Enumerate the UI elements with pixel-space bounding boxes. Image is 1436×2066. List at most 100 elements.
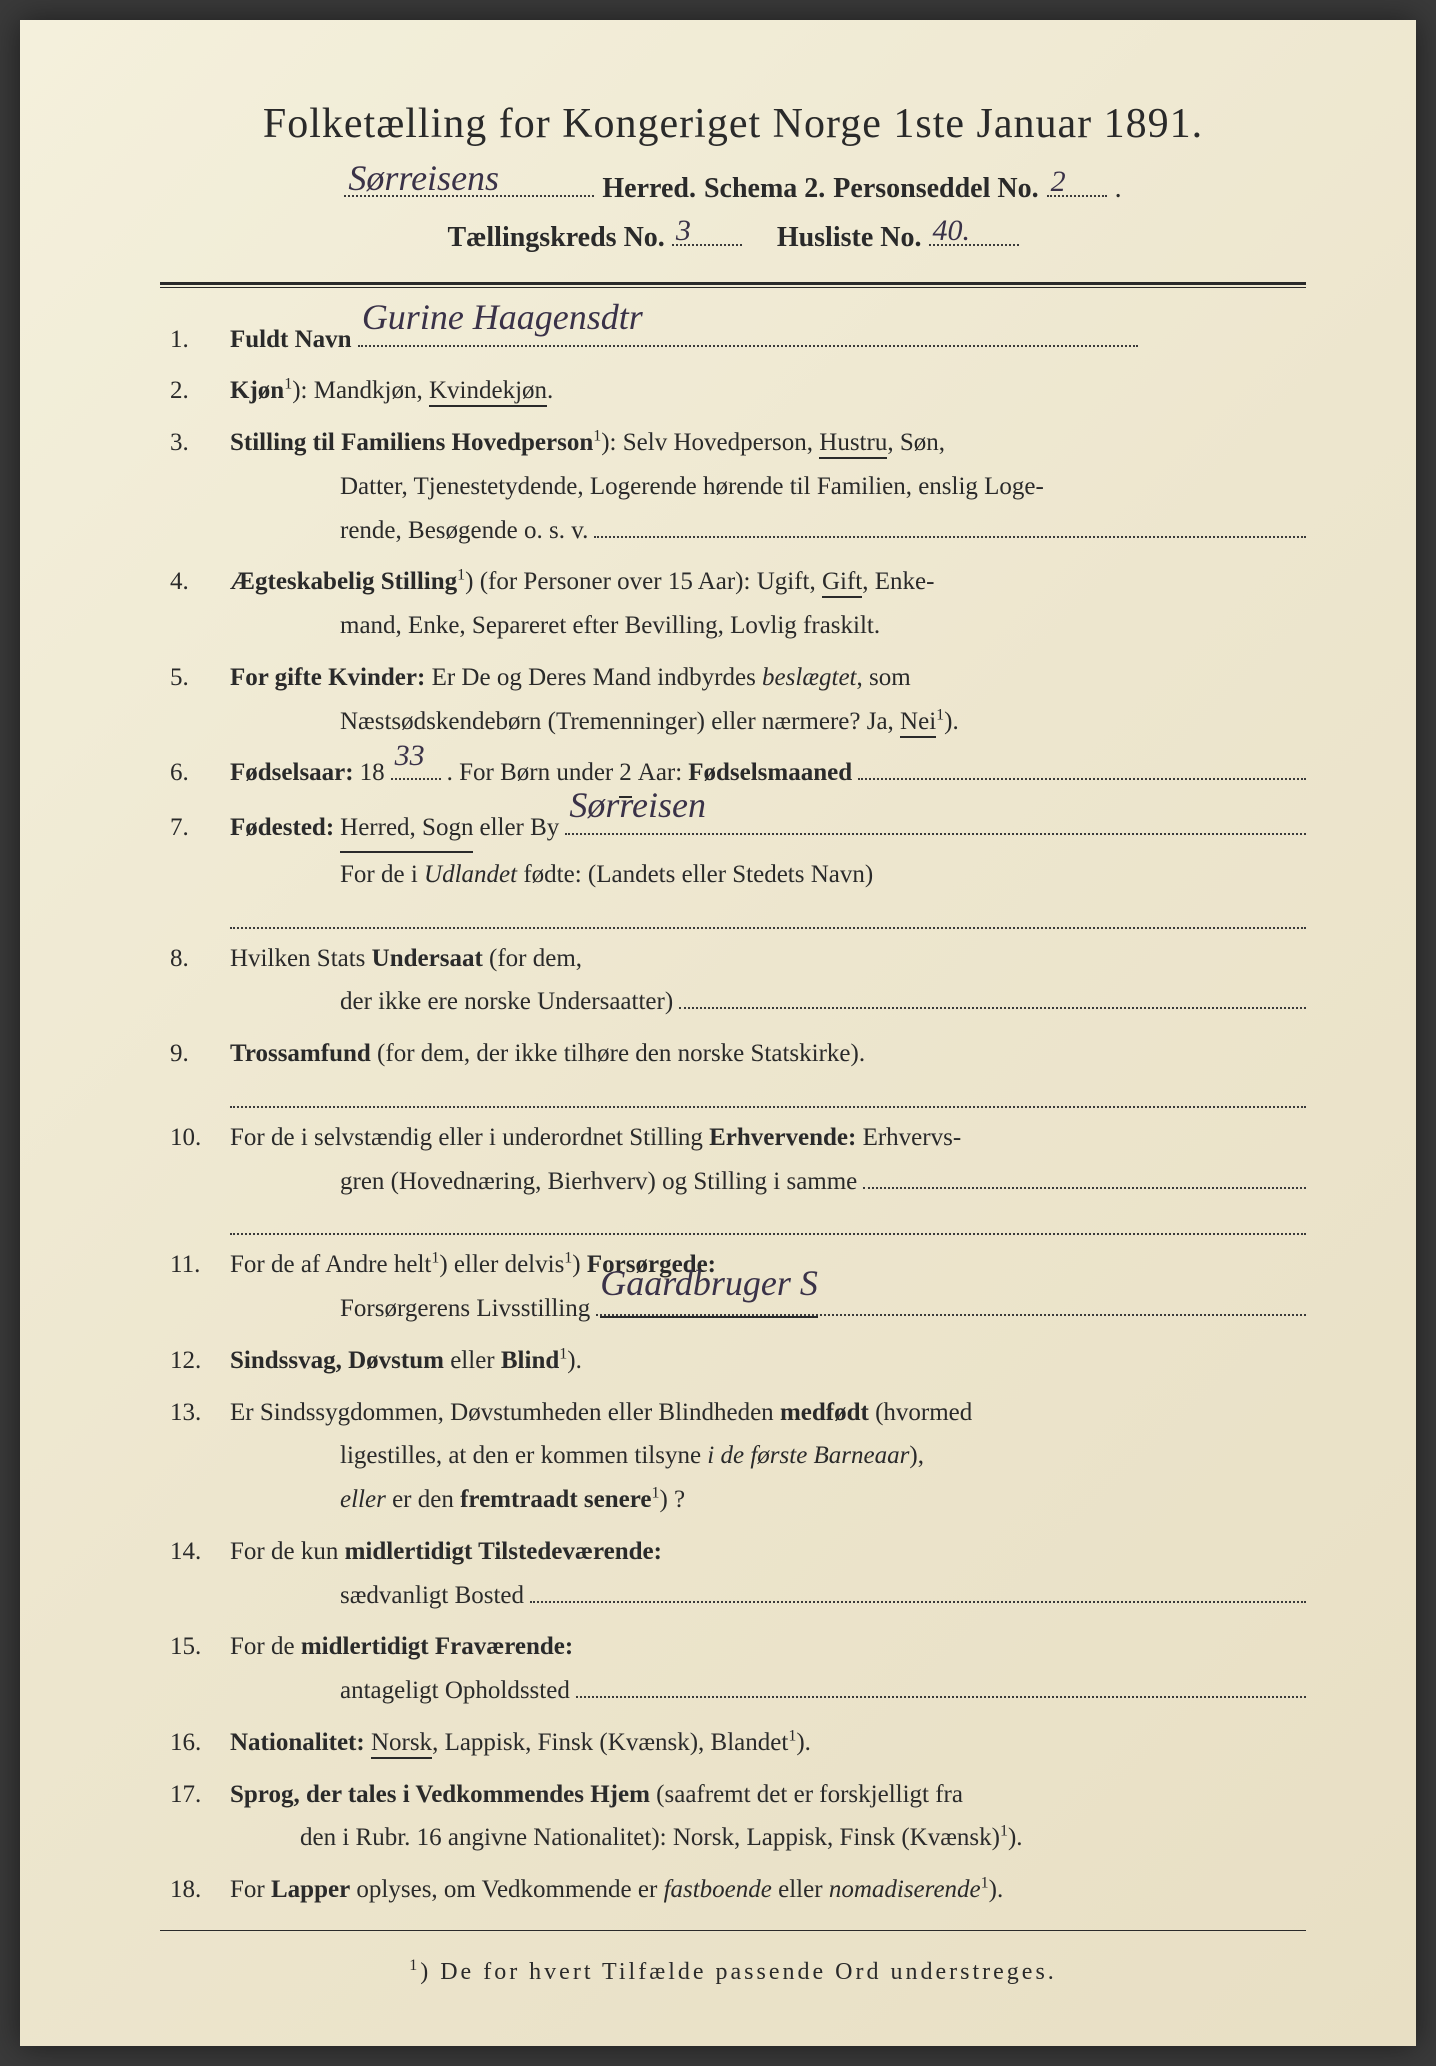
f15-bold: midlertidigt Fraværende:	[301, 1633, 573, 1660]
f10-dotline	[230, 1233, 1306, 1235]
f11-l1c: )	[572, 1251, 587, 1278]
f3-l2: Datter, Tjenestetydende, Logerende høren…	[230, 465, 1306, 509]
personseddel-label: Personseddel No.	[833, 173, 1038, 205]
header-row-1: Sørreisens Herred. Schema 2. Personsedde…	[160, 166, 1306, 205]
field-1-name: Fuldt Navn Gurine Haagensdtr	[160, 318, 1306, 362]
f14-l2row: sædvanligt Bosted	[230, 1574, 1306, 1618]
kreds-label: Tællingskreds No.	[447, 222, 664, 253]
herred-field: Sørreisens	[344, 166, 594, 197]
f3-l1b: , Søn,	[887, 429, 945, 456]
f17-sup: 1	[1000, 1823, 1008, 1840]
f13-it: i de første Barneaar	[707, 1442, 909, 1469]
f15-l1a: For de	[230, 1633, 301, 1660]
f13-end: ) ?	[659, 1486, 685, 1513]
field-11-provider: For de af Andre helt1) eller delvis1) Fo…	[160, 1243, 1306, 1331]
f14-dotfill	[530, 1575, 1306, 1603]
f1-label: Fuldt Navn	[230, 326, 352, 353]
f13-l2b: ),	[909, 1442, 924, 1469]
husliste-field: 40.	[929, 215, 1019, 246]
f2-end: .	[547, 377, 553, 404]
f3-l3: rende, Besøgende o. s. v.	[340, 509, 588, 553]
field-13-congenital: Er Sindssygdommen, Døvstumheden eller Bl…	[160, 1391, 1306, 1522]
field-9-religion: Trossamfund (for dem, der ikke tilhøre d…	[160, 1032, 1306, 1108]
f12-mid: eller	[444, 1347, 501, 1374]
f12-b1: Sindssvag, Døvstum	[230, 1347, 444, 1374]
f4-l1a: ) (for Personer over 15 Aar): Ugift,	[465, 568, 822, 595]
f7-value: Sørreisen	[569, 774, 706, 837]
f12-end: ).	[567, 1347, 582, 1374]
field-5-related: For gifte Kvinder: Er De og Deres Mand i…	[160, 656, 1306, 744]
f16-ul: Norsk	[371, 1729, 432, 1759]
f7-field: Sørreisen	[565, 808, 1306, 836]
f17-bold: Sprog, der tales i Vedkommendes Hjem	[230, 1781, 650, 1808]
f17-l2: den i Rubr. 16 angivne Nationalitet): No…	[300, 1824, 1000, 1851]
fn-sup: 1	[409, 1957, 420, 1974]
f17-l2row: den i Rubr. 16 angivne Nationalitet): No…	[230, 1816, 1306, 1860]
f7-it: Udlandet	[424, 861, 517, 888]
f8-l2: der ikke ere norske Undersaatter)	[340, 980, 673, 1024]
field-3-relation: Stilling til Familiens Hovedperson1): Se…	[160, 421, 1306, 552]
f3-label: Stilling til Familiens Hovedperson	[230, 429, 593, 456]
f11-value: Gaardbruger S	[600, 1252, 818, 1318]
f6-label2: Fødselsmaaned	[688, 751, 852, 795]
f7-label: Fødested:	[230, 806, 334, 850]
husliste-value: 40.	[933, 214, 971, 248]
f6-dotfill	[858, 753, 1306, 781]
f10-dotfill	[863, 1161, 1306, 1189]
f18-end: ).	[989, 1876, 1004, 1903]
herred-label: Herred.	[602, 173, 696, 205]
personseddel-value: 2	[1051, 165, 1066, 199]
f1-value: Gurine Haagensdtr	[362, 286, 643, 349]
schema-label: Schema 2.	[704, 173, 825, 205]
f10-bold: Erhvervende:	[709, 1124, 856, 1151]
f13-l2a: ligestilles, at den er kommen tilsyne	[340, 1442, 707, 1469]
f15-l2row: antageligt Opholdssted	[230, 1669, 1306, 1713]
field-18-lapp: For Lapper oplyses, om Vedkommende er fa…	[160, 1868, 1306, 1912]
f3-underlined: Hustru	[819, 429, 887, 459]
f9-bold: Trossamfund	[230, 1040, 371, 1067]
f4-underlined: Gift	[822, 568, 862, 598]
personseddel-field: 2	[1047, 166, 1107, 197]
f1-field: Gurine Haagensdtr	[358, 319, 1138, 347]
f5-l1b: , som	[856, 664, 910, 691]
fn-text: ) De for hvert Tilfælde passende Ord und…	[420, 1959, 1057, 1985]
f14-bold: midlertidigt Tilstedeværende:	[345, 1538, 662, 1565]
field-list: Fuldt Navn Gurine Haagensdtr Kjøn1): Man…	[160, 318, 1306, 1912]
f3-l3row: rende, Besøgende o. s. v.	[230, 509, 1306, 553]
f6-label: Fødselsaar:	[230, 751, 354, 795]
f13-l3a: eller	[340, 1486, 386, 1513]
f2-sup: 1	[284, 376, 292, 393]
f11-l1a: For de af Andre helt	[230, 1251, 431, 1278]
field-12-disability: Sindssvag, Døvstum eller Blind1).	[160, 1339, 1306, 1383]
f11-field: Gaardbruger S	[596, 1289, 1306, 1317]
divider-top	[160, 282, 1306, 285]
f2-label: Kjøn	[230, 377, 284, 404]
kreds-value: 3	[676, 214, 691, 248]
f13-b2: fremtraadt senere	[460, 1486, 651, 1513]
f17-l1b: (saafremt det er forskjelligt fra	[650, 1781, 963, 1808]
field-17-language: Sprog, der tales i Vedkommendes Hjem (sa…	[160, 1773, 1306, 1861]
f15-l2: antageligt Opholdssted	[340, 1669, 570, 1713]
f5-it1: beslægtet	[762, 664, 856, 691]
field-14-present: For de kun midlertidigt Tilstedeværende:…	[160, 1530, 1306, 1618]
f3-dotfill	[594, 510, 1306, 538]
f15-dotfill	[576, 1671, 1306, 1699]
f5-end: ).	[944, 708, 959, 735]
f7-mid: eller By	[479, 806, 559, 850]
f2-underlined: Kvindekjøn	[429, 377, 547, 407]
field-7-birthplace: Fødested: Herred, Sogn eller By Sørreise…	[160, 806, 1306, 929]
census-form-page: Folketælling for Kongeriget Norge 1ste J…	[20, 20, 1416, 2046]
f11-l1b: ) eller delvis	[439, 1251, 564, 1278]
field-8-subject: Hvilken Stats Undersaat (for dem, der ik…	[160, 937, 1306, 1025]
f4-l2: mand, Enke, Separeret efter Bevilling, L…	[230, 604, 1306, 648]
f13-l3b: er den	[386, 1486, 460, 1513]
f10-l2: gren (Hovednæring, Bierhverv) og Stillin…	[340, 1160, 857, 1204]
f7-l2b: fødte: (Landets eller Stedets Navn)	[517, 861, 873, 888]
field-2-sex: Kjøn1): Mandkjøn, Kvindekjøn.	[160, 369, 1306, 413]
f6-year: 33	[395, 730, 425, 783]
f11-l2a: Forsørgerens Livsstilling	[340, 1287, 590, 1331]
footnote: 1) De for hvert Tilfælde passende Ord un…	[160, 1957, 1306, 1986]
f6-prefix: 18	[360, 751, 385, 795]
f11-l2row: Forsørgerens Livsstilling Gaardbruger S	[230, 1287, 1306, 1331]
f5-sup: 1	[936, 706, 944, 723]
